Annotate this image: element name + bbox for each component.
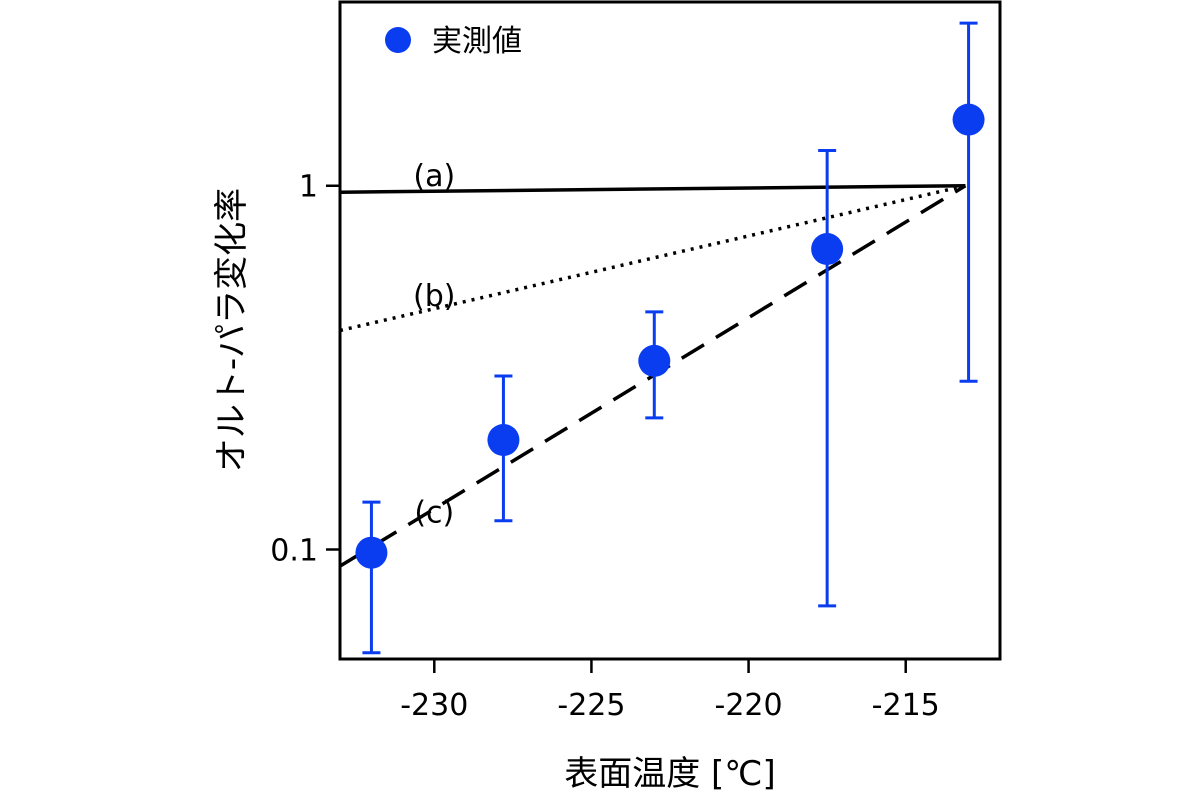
y-tick-label: 0.1: [270, 534, 318, 569]
x-tick-label: -230: [400, 688, 468, 723]
legend: 実測値: [385, 24, 522, 59]
data-point: [638, 344, 671, 377]
curve-label-2: (c): [414, 496, 454, 531]
x-tick-label: -220: [715, 688, 783, 723]
plot-frame: [338, 0, 1002, 661]
y-axis-title: オルト-パラ変化率: [212, 188, 252, 472]
curve-label-0: (a): [413, 159, 455, 194]
data-points: [355, 103, 985, 569]
y-axis: 0.11: [270, 170, 340, 569]
curve-label-1: (b): [413, 279, 455, 314]
data-point: [811, 233, 844, 266]
y-tick-label: 1: [299, 170, 318, 205]
curve-labels: (a) (b) (c): [413, 159, 455, 531]
legend-label: 実測値: [432, 24, 522, 59]
x-axis: -230 -225 -220 -215: [400, 659, 940, 723]
model-line-solid: [339, 183, 966, 194]
legend-marker: [385, 27, 411, 53]
data-point: [487, 424, 520, 456]
data-point: [952, 103, 985, 136]
x-tick-label: -215: [872, 688, 940, 723]
x-tick-label: -225: [557, 688, 625, 723]
data-point: [355, 536, 388, 569]
error-bars: [362, 21, 978, 655]
x-axis-title: 表面温度 [℃]: [564, 754, 776, 794]
